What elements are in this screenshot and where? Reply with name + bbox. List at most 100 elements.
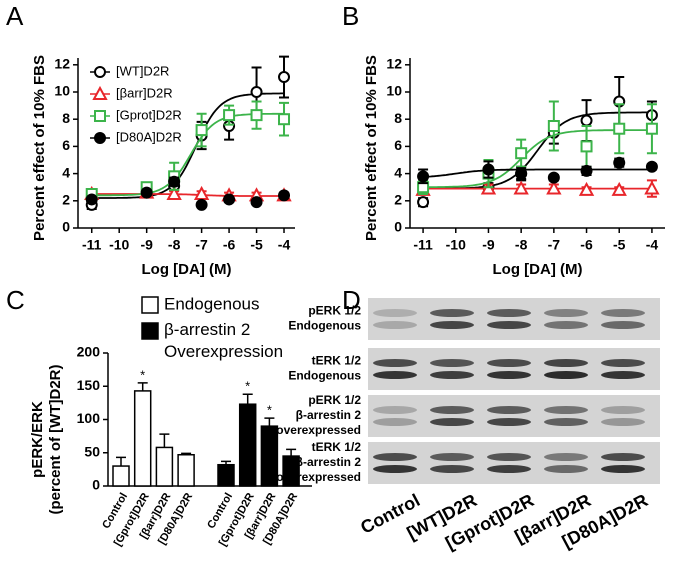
blot-band	[601, 309, 645, 317]
blot-band	[601, 418, 645, 426]
point	[580, 164, 593, 177]
point	[250, 109, 263, 122]
legend-label: β-arrestin 2 Overexpression	[164, 320, 283, 361]
bar	[133, 390, 152, 487]
blot-band	[487, 321, 531, 329]
blot-band	[487, 418, 531, 426]
point	[193, 185, 210, 200]
point	[547, 171, 560, 184]
y-tick-label: 200	[77, 344, 101, 360]
blot-strip	[368, 395, 660, 437]
point	[417, 170, 430, 183]
blot-row-label: pERK 1/2	[308, 304, 361, 318]
blot-band	[430, 465, 474, 473]
y-tick-label: 50	[84, 443, 100, 459]
error-bar	[116, 456, 126, 467]
point	[417, 196, 430, 209]
blot-row-label: β-arrestin 2	[296, 408, 362, 422]
significance-mark: *	[245, 379, 250, 394]
point	[515, 147, 528, 160]
blot-band	[601, 321, 645, 329]
significance-mark: *	[267, 403, 272, 418]
blot-band	[430, 406, 474, 414]
point	[580, 140, 593, 153]
point	[278, 189, 291, 202]
blot-band	[373, 418, 417, 426]
legend-marker	[94, 110, 106, 122]
point	[140, 186, 153, 199]
blot-band	[544, 309, 588, 317]
blot-strip	[368, 442, 660, 484]
panel-label: C	[6, 285, 25, 315]
blot-row-label: β-arrestin 2	[296, 455, 362, 469]
blot-row-label: overexpressed	[276, 470, 361, 484]
y-tick-label: 4	[394, 164, 402, 180]
blot-strip	[368, 298, 660, 340]
blot-band	[430, 359, 474, 367]
point	[613, 156, 626, 169]
x-tick-label: -6	[223, 237, 236, 253]
point	[482, 163, 495, 176]
bar	[155, 446, 174, 487]
point	[515, 167, 528, 180]
y-tick-label: 12	[386, 56, 402, 72]
bar	[177, 453, 195, 487]
point	[645, 122, 658, 135]
blot-band	[544, 321, 588, 329]
blot-band	[487, 465, 531, 473]
y-tick-label: 8	[394, 110, 402, 126]
y-tick-label: 6	[394, 137, 402, 153]
error-bar	[264, 417, 275, 427]
y-tick-label: 2	[394, 192, 402, 208]
legend-label: [Gprot]D2R	[116, 107, 182, 122]
blot-band	[430, 321, 474, 329]
y-tick-label: 2	[62, 192, 70, 208]
y-tick-label: 8	[62, 110, 70, 126]
x-tick-label: -5	[613, 237, 626, 253]
point	[547, 120, 560, 132]
error-bar	[286, 448, 297, 457]
blot-band	[544, 453, 588, 461]
y-tick-label: 150	[77, 377, 101, 393]
blot-row-label: pERK 1/2	[308, 393, 361, 407]
blot-band	[601, 465, 645, 473]
blot-band	[487, 406, 531, 414]
error-bar	[137, 382, 148, 391]
significance-mark: *	[140, 367, 145, 382]
x-tick-label: -9	[482, 237, 495, 253]
y-axis-title: Percent effect of 10% FBS	[31, 55, 48, 241]
y-axis-title: pERK/ERK	[29, 401, 46, 478]
legend-marker	[94, 66, 106, 78]
blot-band	[601, 359, 645, 367]
blot-band	[487, 359, 531, 367]
x-tick-label: -11	[82, 237, 102, 253]
y-tick-label: 0	[92, 477, 100, 493]
x-tick-label: -5	[250, 237, 263, 253]
legend-label: [βarr]D2R	[116, 85, 173, 100]
point	[223, 109, 236, 122]
blot-band	[430, 309, 474, 317]
point	[278, 113, 291, 126]
x-tick-label: -7	[548, 237, 561, 253]
blot-band	[373, 406, 417, 414]
point	[250, 196, 263, 209]
point	[578, 181, 595, 196]
y-axis-subtitle: (percent of [WT]D2R)	[47, 365, 64, 515]
y-tick-label: 0	[62, 219, 70, 235]
panel-label: D	[342, 285, 361, 315]
point	[166, 185, 182, 200]
y-axis-title: Percent effect of 10% FBS	[363, 55, 380, 241]
x-tick-label: -4	[646, 237, 659, 253]
blot-band	[487, 309, 531, 317]
point	[546, 180, 562, 195]
bar	[217, 463, 235, 487]
error-bar	[159, 433, 170, 448]
blot-band	[373, 321, 417, 329]
x-tick-label: -6	[580, 237, 593, 253]
blot-band	[430, 418, 474, 426]
legend-marker	[92, 85, 108, 100]
blot-band	[601, 406, 645, 414]
y-tick-label: 12	[54, 56, 70, 72]
y-tick-label: 4	[62, 164, 70, 180]
